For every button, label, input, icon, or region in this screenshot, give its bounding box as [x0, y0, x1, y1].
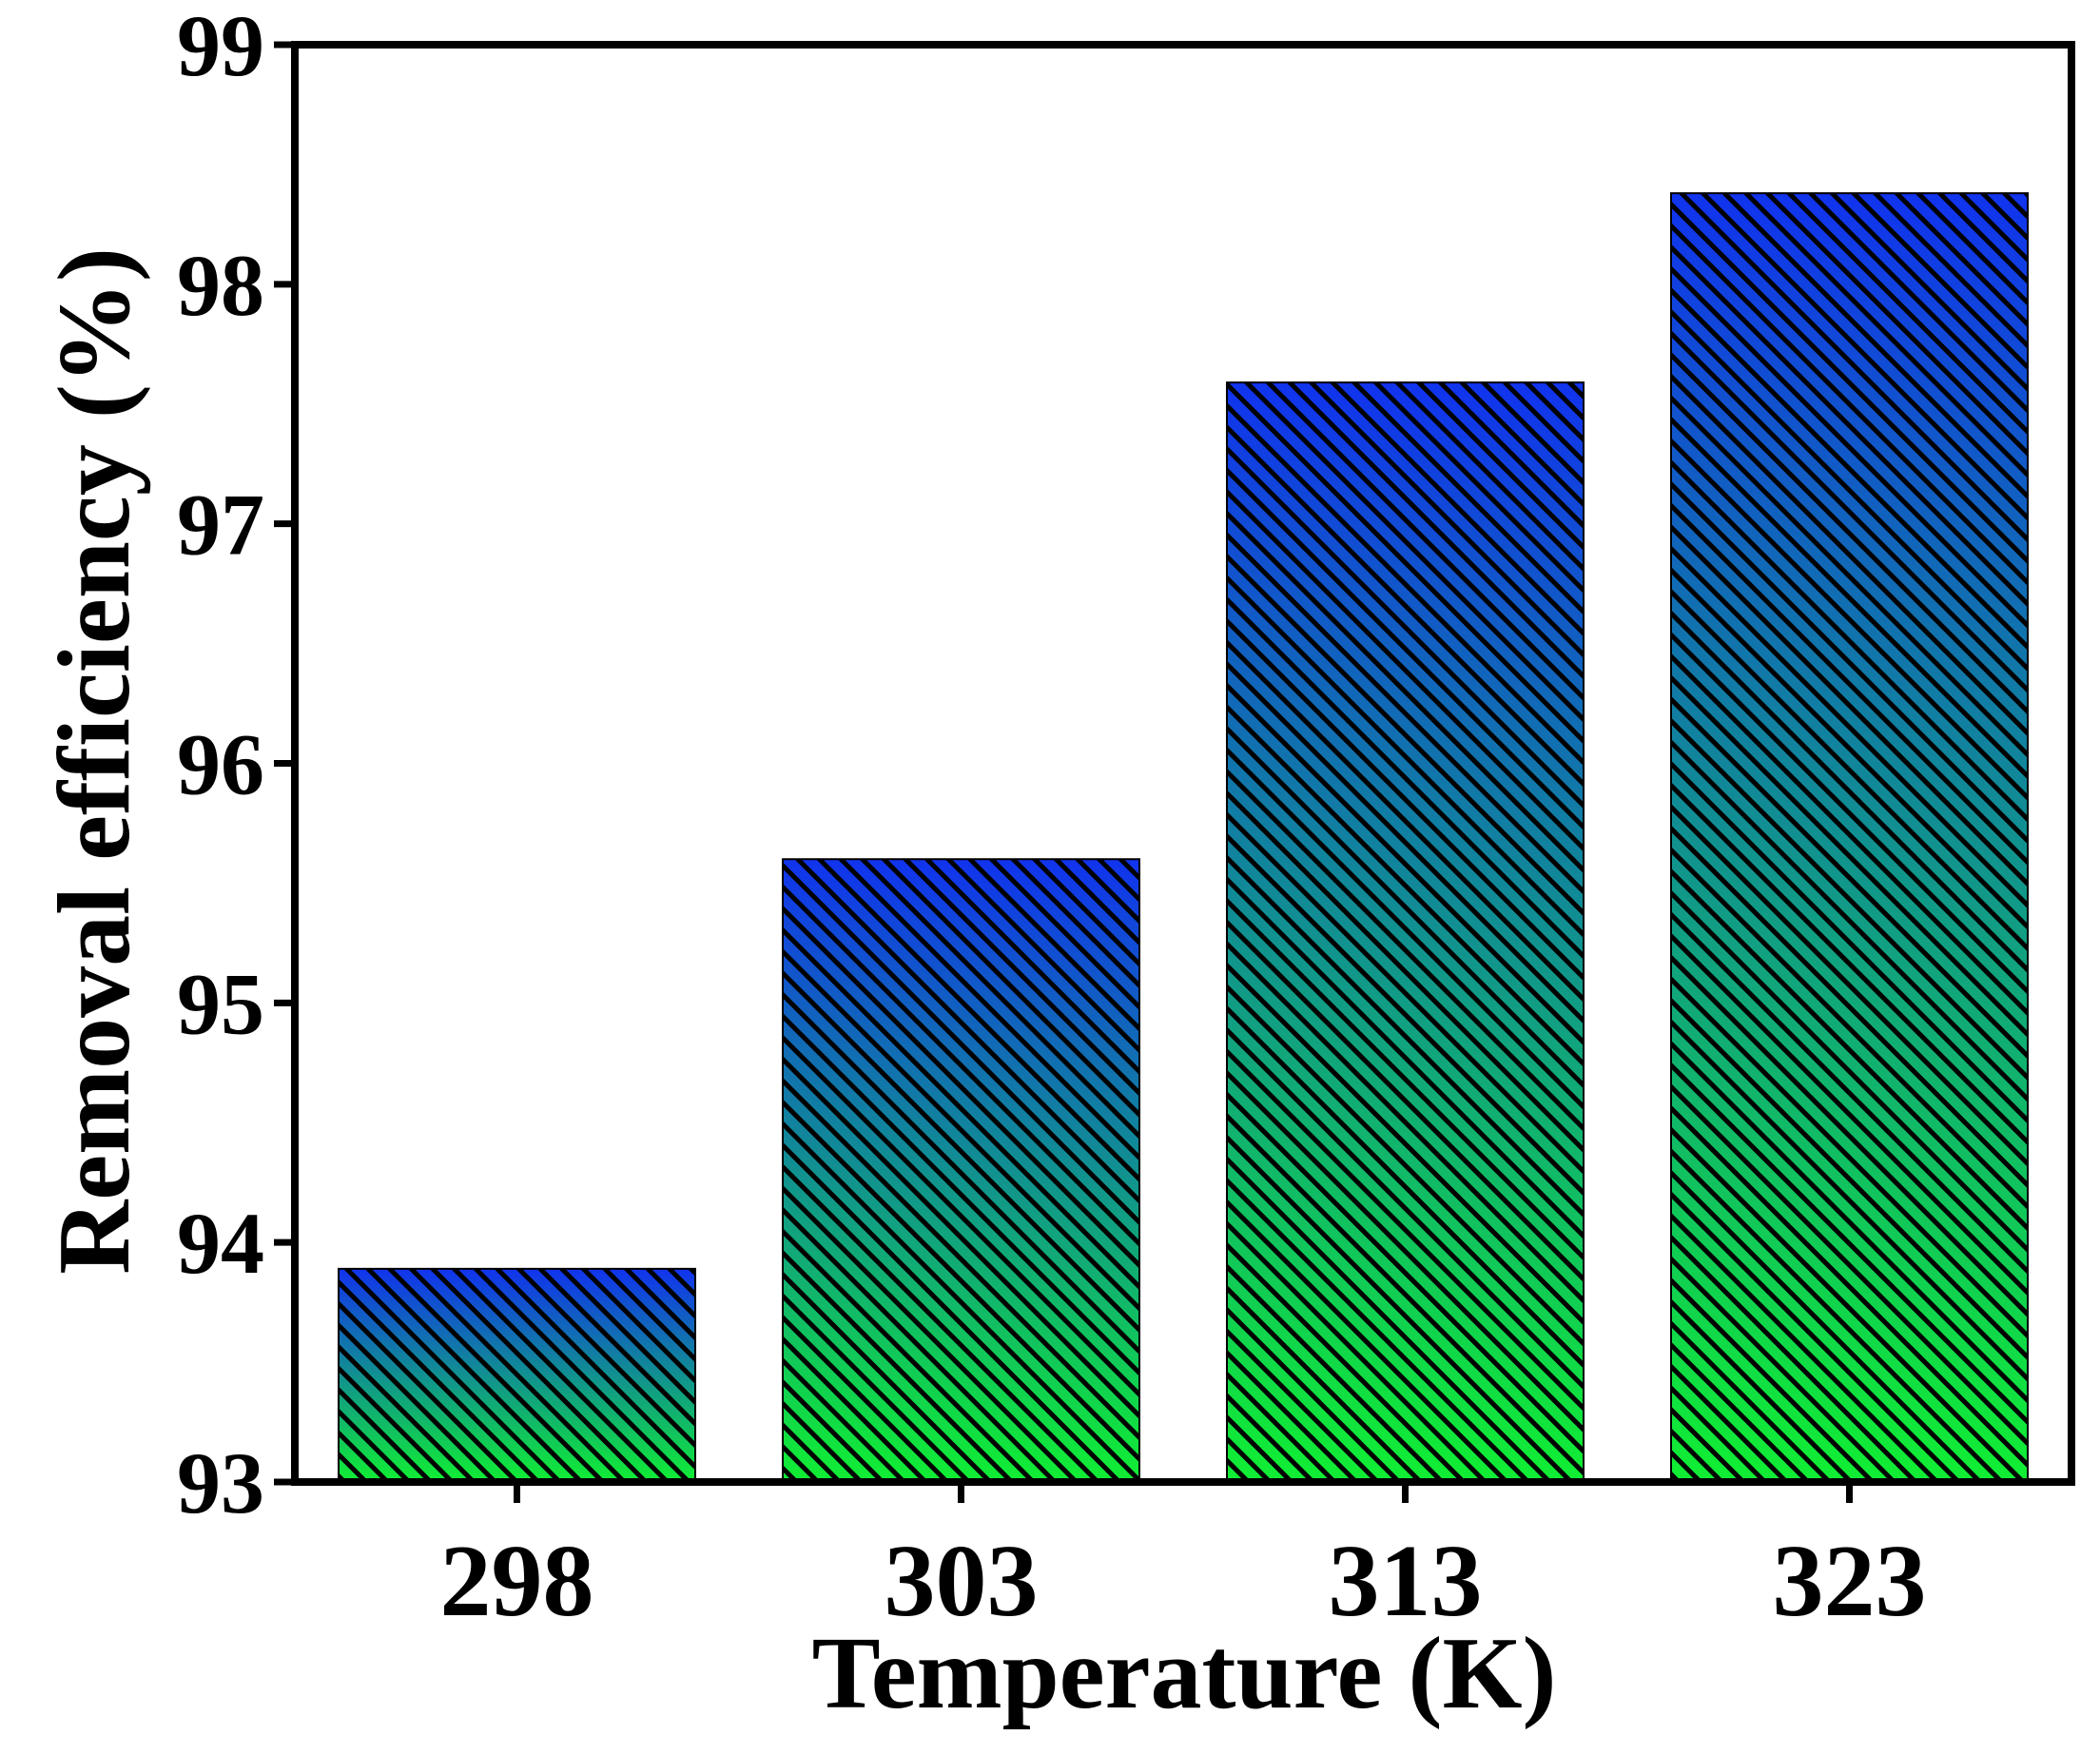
x-tick-label: 313	[1329, 1525, 1483, 1638]
y-tick-label: 93	[177, 1434, 264, 1531]
y-tick-label: 99	[177, 0, 264, 94]
bar-303	[782, 858, 1140, 1483]
bar-313	[1226, 381, 1585, 1484]
bars-layer	[338, 192, 2029, 1484]
labels-layer: Temperature (K) Removal efficiency (%)	[38, 247, 1556, 1730]
bar-298	[338, 1267, 696, 1483]
bar-hatch	[783, 859, 1139, 1482]
axes-layer: 93 94 95 96 97 98 99 298 303 313 323	[177, 0, 2075, 1638]
x-tick-label: 323	[1773, 1525, 1927, 1638]
bar-hatch	[339, 1268, 695, 1482]
x-tick-label: 303	[885, 1525, 1039, 1638]
y-tick-label: 97	[177, 477, 264, 574]
bar-hatch	[1227, 382, 1584, 1483]
x-axis-title: Temperature (K)	[812, 1617, 1557, 1730]
bar-323	[1670, 192, 2029, 1483]
x-tick-label: 298	[440, 1525, 594, 1638]
y-tick-label: 96	[177, 716, 264, 813]
y-tick-label: 94	[177, 1195, 264, 1292]
bar-hatch	[1671, 193, 2028, 1482]
y-tick-label: 98	[177, 237, 264, 334]
y-tick-label: 95	[177, 955, 264, 1052]
y-axis-title: Removal efficiency (%)	[38, 247, 151, 1275]
